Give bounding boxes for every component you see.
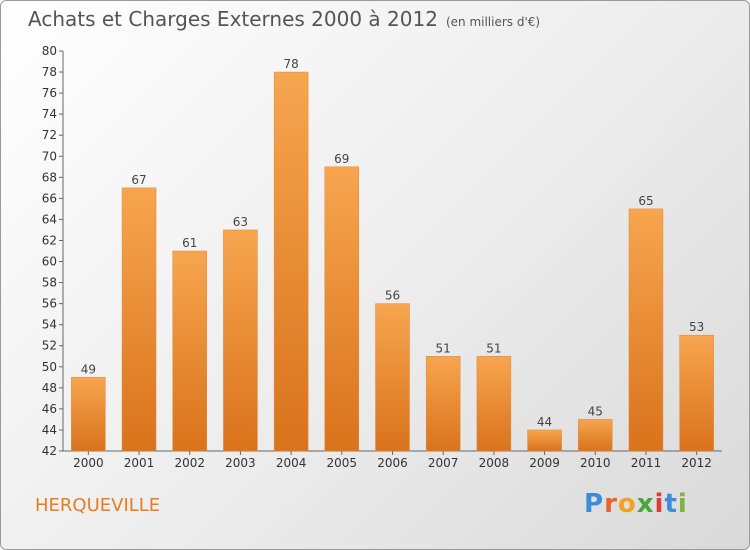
y-tick-label: 60 bbox=[42, 255, 57, 269]
bar bbox=[578, 419, 613, 452]
bar bbox=[425, 356, 461, 452]
x-tick-label: 2006 bbox=[377, 456, 408, 470]
x-tick-label: 2009 bbox=[529, 456, 560, 470]
bar bbox=[172, 250, 207, 452]
bar bbox=[375, 303, 410, 452]
axes: 42 44 46 48 50 52 54 56 58 60 62 64 66 68 70 72 74 76 78 80… bbox=[42, 44, 722, 470]
logo-letter: t bbox=[664, 489, 678, 519]
data-label: 45 bbox=[588, 404, 603, 418]
logo-letter: r bbox=[604, 489, 618, 519]
x-tick-label: 2001 bbox=[124, 456, 155, 470]
y-tick-label: 52 bbox=[42, 339, 57, 353]
data-label: 51 bbox=[486, 341, 501, 355]
x-tick-label: 2007 bbox=[428, 456, 459, 470]
y-tick-label: 58 bbox=[42, 276, 57, 290]
y-tick-label: 68 bbox=[42, 170, 57, 184]
y-tick-label: 80 bbox=[42, 44, 57, 58]
y-tick-label: 64 bbox=[42, 212, 57, 226]
x-tick-label: 2000 bbox=[73, 456, 104, 470]
y-tick-label: 76 bbox=[42, 86, 57, 100]
y-tick-label: 78 bbox=[42, 65, 57, 79]
logo-letter: i bbox=[677, 489, 688, 519]
bar bbox=[121, 187, 157, 452]
bar bbox=[223, 229, 258, 452]
x-tick-label: 2010 bbox=[580, 456, 611, 470]
data-label: 69 bbox=[334, 152, 349, 166]
data-label: 67 bbox=[131, 173, 146, 187]
y-tick-label: 72 bbox=[42, 128, 57, 142]
data-label: 61 bbox=[182, 236, 197, 250]
logo-letter: x bbox=[636, 489, 655, 519]
data-label: 63 bbox=[233, 215, 248, 229]
logo-letter: o bbox=[617, 489, 637, 519]
bar bbox=[679, 334, 714, 452]
chart-subtitle: (en milliers d'€) bbox=[445, 15, 541, 29]
chart-title: Achats et Charges Externes 2000 à 2012 (e… bbox=[28, 7, 540, 31]
y-tick-label: 56 bbox=[42, 297, 57, 311]
data-label: 53 bbox=[689, 320, 704, 334]
data-label: 56 bbox=[385, 289, 400, 303]
x-tick-label: 2011 bbox=[631, 456, 662, 470]
bar bbox=[527, 429, 562, 452]
y-tick-label: 44 bbox=[42, 423, 57, 437]
y-tick-label: 46 bbox=[42, 402, 57, 416]
bar bbox=[273, 71, 309, 452]
data-labels: 49 67 61 63 78 69 56 51 51 44 45 65 53 bbox=[81, 57, 705, 429]
x-tick-label: 2003 bbox=[225, 456, 256, 470]
data-label: 65 bbox=[638, 194, 653, 208]
y-tick-label: 70 bbox=[42, 149, 57, 163]
bar bbox=[324, 166, 360, 452]
logo-letter: P bbox=[584, 489, 605, 519]
x-tick-label: 2004 bbox=[276, 456, 307, 470]
logo-letter: i bbox=[654, 489, 665, 519]
y-tick-label: 62 bbox=[42, 233, 57, 247]
y-tick-label: 48 bbox=[42, 381, 57, 395]
x-tick-label: 2002 bbox=[174, 456, 205, 470]
bar bbox=[71, 377, 106, 452]
data-label: 78 bbox=[283, 57, 298, 71]
data-label: 44 bbox=[537, 415, 552, 429]
x-tick-label: 2012 bbox=[681, 456, 712, 470]
bar bbox=[628, 208, 664, 452]
x-tick-label: 2008 bbox=[479, 456, 510, 470]
bar bbox=[476, 356, 512, 452]
y-tick-label: 54 bbox=[42, 318, 57, 332]
data-label: 51 bbox=[436, 341, 451, 355]
chart-title-text: Achats et Charges Externes 2000 à 2012 bbox=[28, 7, 438, 31]
commune-name: HERQUEVILLE bbox=[35, 495, 161, 516]
x-tick-label: 2005 bbox=[327, 456, 358, 470]
bars bbox=[71, 71, 714, 452]
y-tick-label: 42 bbox=[42, 444, 57, 458]
y-tick-label: 66 bbox=[42, 191, 57, 205]
y-tick-label: 50 bbox=[42, 360, 57, 374]
data-label: 49 bbox=[81, 362, 96, 376]
y-tick-label: 74 bbox=[42, 107, 57, 121]
proxiti-logo[interactable]: Proxiti bbox=[584, 489, 688, 519]
